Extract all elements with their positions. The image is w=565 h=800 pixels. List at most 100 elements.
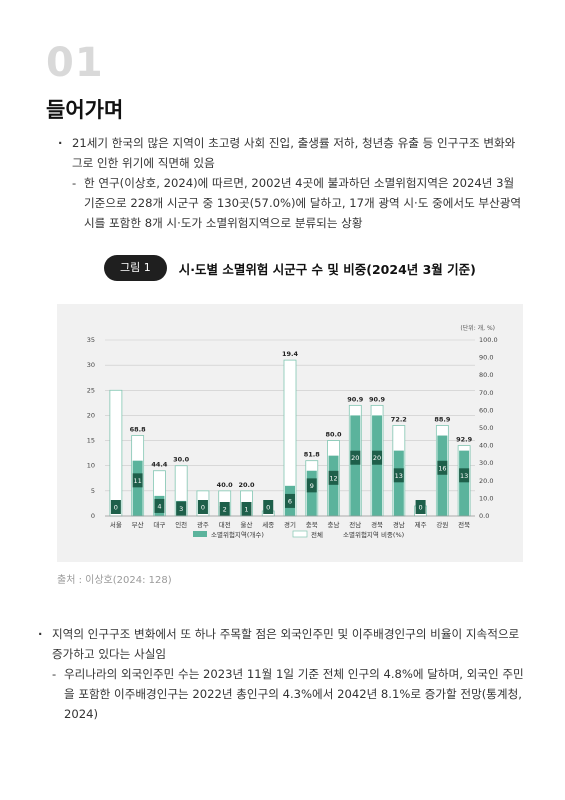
y2-tick-label: 80.0	[479, 371, 493, 379]
x-tick-label-4: 광주	[197, 521, 209, 529]
bar-risk-10	[328, 455, 339, 516]
x-tick-label-9: 충북	[306, 520, 318, 529]
percent-label-10: 80.0	[326, 431, 343, 439]
count-label-2: 4	[157, 502, 161, 510]
count-label-7: 0	[266, 504, 270, 512]
y-tick-label: 0	[91, 512, 95, 520]
count-label-box-7	[263, 500, 274, 514]
x-tick-label-14: 제주	[415, 521, 427, 529]
bar-risk-11	[350, 415, 361, 516]
bar-risk-13	[393, 450, 404, 516]
percent-label-1: 68.8	[130, 426, 147, 434]
chart-container: (단위: 개, %) 0 5 10 15 20 25 30 35 0.0 10.0 20.0 30.0 4…	[57, 304, 523, 562]
y-tick-label: 15	[87, 437, 95, 445]
count-label-12: 20	[373, 454, 381, 462]
count-label-box-15	[437, 460, 448, 475]
count-label-box-2	[154, 498, 165, 513]
count-label-box-14	[415, 500, 426, 514]
legend-percent-label: 소멸위험지역 비중(%)	[343, 530, 404, 539]
x-tick-label-6: 울산	[240, 520, 252, 529]
body2-dash: 우리나라의 외국인주민 수는 2023년 11월 1일 기준 전체 인구의 4.…	[40, 664, 525, 724]
y-tick-label: 25	[87, 386, 95, 394]
y-tick-label: 30	[87, 361, 95, 369]
percent-label-6: 20.0	[238, 481, 255, 489]
bar-risk-9	[306, 470, 317, 516]
unit-note: (단위: 개, %)	[460, 324, 495, 332]
count-label-box-10	[328, 470, 339, 485]
x-tick-label-1: 부산	[132, 520, 144, 529]
intro-text: 21세기 한국의 많은 지역이 초고령 사회 진입, 출생률 저하, 청년층 유…	[58, 133, 525, 233]
count-label-box-4	[197, 500, 208, 514]
percent-label-3: 30.0	[173, 456, 190, 464]
percent-label-5: 40.0	[217, 481, 234, 489]
percent-label-8: 19.4	[282, 350, 299, 358]
count-label-8: 6	[288, 497, 292, 505]
intro-dash: 한 연구(이상호, 2024)에 따르면, 2002년 4곳에 불과하던 소멸위…	[60, 173, 525, 233]
legend-total-swatch	[292, 530, 308, 538]
y2-tick-label: 50.0	[479, 424, 493, 432]
section-title: 들어가며	[46, 98, 124, 122]
bar-risk-16	[459, 450, 470, 516]
x-tick-label-8: 경기	[284, 520, 296, 529]
x-tick-label-3: 인천	[175, 520, 187, 529]
y-tick-label: 10	[87, 462, 95, 470]
percent-label-9: 81.8	[304, 451, 321, 459]
figure-source: 출처 : 이상호(2024: 128)	[57, 575, 172, 586]
x-tick-label-10: 충남	[328, 520, 340, 529]
y2-tick-label: 90.0	[479, 354, 493, 362]
body-text-2: 지역의 인구구조 변화에서 또 하나 주목할 점은 외국인주민 및 이주배경인구…	[38, 624, 525, 724]
count-label-box-6	[241, 502, 252, 516]
figure-title: 시·도별 소멸위험 시군구 수 및 비중(2024년 3월 기준)	[178, 261, 476, 277]
percent-label-2: 44.4	[151, 461, 168, 469]
x-tick-label-2: 대구	[153, 521, 165, 529]
legend-risk-label: 소멸위험지역(개수)	[211, 530, 264, 539]
x-tick-label-15: 강원	[436, 520, 448, 529]
x-tick-label-5: 대전	[219, 520, 231, 529]
count-label-4: 0	[201, 504, 205, 512]
x-tick-label-11: 전남	[349, 520, 361, 529]
intro-bullet: 21세기 한국의 많은 지역이 초고령 사회 진입, 출생률 저하, 청년층 유…	[58, 133, 525, 173]
y2-tick-label: 30.0	[479, 459, 493, 467]
figure-header: 그림 1 시·도별 소멸위험 시군구 수 및 비중(2024년 3월 기준)	[104, 255, 476, 281]
y-tick-label: 20	[87, 411, 95, 419]
legend-total-label: 전체	[311, 530, 323, 539]
figure-badge: 그림 1	[104, 255, 167, 281]
bar-risk-15	[437, 435, 448, 516]
y2-tick-label: 10.0	[479, 494, 493, 502]
y2-tick-label: 40.0	[479, 442, 493, 450]
bar-risk-12	[372, 415, 383, 516]
y2-tick-label: 70.0	[479, 389, 493, 397]
count-label-1: 11	[134, 477, 142, 485]
percent-label-12: 90.9	[369, 395, 386, 403]
count-label-box-13	[393, 468, 404, 483]
count-label-box-0	[110, 500, 121, 514]
count-label-11: 20	[351, 454, 359, 462]
percent-label-15: 88.9	[434, 415, 451, 423]
y2-tick-label: 20.0	[479, 477, 493, 485]
body2-bullet: 지역의 인구구조 변화에서 또 하나 주목할 점은 외국인주민 및 이주배경인구…	[38, 624, 525, 664]
y2-tick-label: 60.0	[479, 406, 493, 414]
count-label-5: 2	[223, 506, 227, 514]
count-label-3: 3	[179, 505, 183, 513]
y2-tick-label: 0.0	[479, 512, 489, 520]
count-label-9: 9	[310, 482, 314, 490]
legend-risk-swatch	[193, 531, 207, 537]
count-label-box-9	[306, 478, 317, 493]
count-label-box-16	[459, 468, 470, 483]
count-label-box-3	[176, 501, 187, 516]
count-label-16: 13	[460, 472, 468, 480]
x-tick-label-16: 전북	[458, 520, 470, 529]
percent-label-13: 72.2	[391, 415, 407, 423]
count-label-15: 16	[438, 464, 446, 472]
count-label-13: 13	[395, 472, 403, 480]
bar-chart: (단위: 개, %)051015202530350.010.020.030.04…	[87, 324, 498, 539]
count-label-box-11	[350, 450, 361, 465]
x-tick-label-0: 서울	[110, 520, 122, 529]
section-number: 01	[46, 40, 104, 86]
percent-label-16: 92.9	[456, 436, 473, 444]
bar-total-0	[109, 389, 123, 517]
y-tick-label: 35	[87, 336, 95, 344]
bar-risk-1	[132, 460, 143, 516]
count-label-6: 1	[244, 506, 248, 514]
count-label-14: 0	[419, 504, 423, 512]
